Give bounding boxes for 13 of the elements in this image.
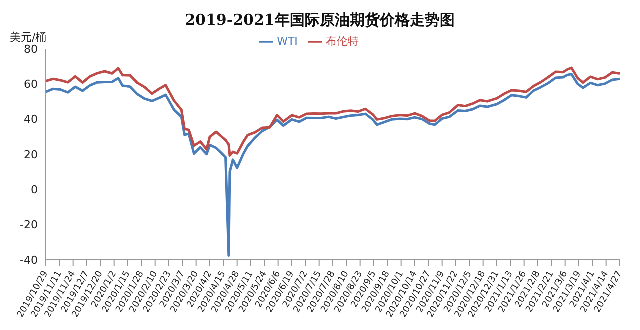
y-tick-label: -20 <box>20 218 38 232</box>
legend-label: 布伦特 <box>326 35 359 48</box>
y-tick-label: 60 <box>24 78 38 92</box>
y-tick-label: 40 <box>24 113 38 126</box>
legend-label: WTI <box>277 35 298 48</box>
line-series <box>46 66 620 157</box>
y-tick-label: 0 <box>31 184 38 197</box>
y-tick-label: 80 <box>24 42 38 56</box>
chart-title: 2019-2021年国际原油期货价格走势图 <box>184 10 456 31</box>
y-axis-title: 美元/桶 <box>10 30 47 44</box>
y-tick-label: 20 <box>24 148 38 162</box>
y-tick-label: -40 <box>20 254 38 267</box>
line-series <box>46 73 620 258</box>
